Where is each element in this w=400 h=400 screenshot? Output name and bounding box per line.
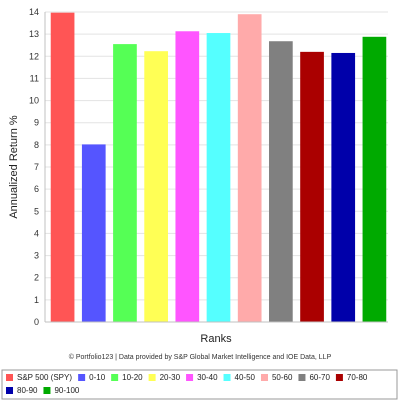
y-tick-label: 0 <box>34 317 39 327</box>
x-axis-title: Ranks <box>200 333 232 345</box>
y-tick-label: 5 <box>34 206 39 216</box>
legend-label: 30-40 <box>197 373 218 382</box>
bar <box>269 41 293 322</box>
legend-label: 10-20 <box>122 373 143 382</box>
y-tick-label: 6 <box>34 184 39 194</box>
legend-label: 50-60 <box>272 373 293 382</box>
bar <box>237 14 262 322</box>
y-axis-title: Annualized Return % <box>8 115 20 219</box>
legend-label: 80-90 <box>17 386 38 395</box>
legend-swatch <box>298 374 306 381</box>
y-tick-label: 1 <box>34 295 39 305</box>
legend-swatch <box>186 374 194 381</box>
y-tick-label: 7 <box>34 162 39 172</box>
y-tick-label: 11 <box>30 73 39 83</box>
y-tick-label: 10 <box>29 96 39 106</box>
legend-swatch <box>43 387 51 394</box>
y-tick-label: 14 <box>29 7 39 17</box>
legend: S&P 500 (SPY) 0-10 10-20 20-30 30-40 40-50 50-… <box>6 373 368 395</box>
y-tick-label: 4 <box>34 228 39 238</box>
legend-label: S&P 500 (SPY) <box>17 373 72 382</box>
legend-label: 90-100 <box>54 386 79 395</box>
legend-swatch <box>260 374 268 381</box>
y-tick-label: 12 <box>29 51 39 61</box>
y-tick-label: 13 <box>29 29 39 39</box>
bar <box>50 12 75 323</box>
legend-swatch <box>335 374 343 381</box>
bars <box>50 12 387 323</box>
credit-text: © Portfolio123 | Data provided by S&P Gl… <box>69 353 332 361</box>
y-tick-label: 2 <box>34 273 39 283</box>
bar <box>331 52 356 322</box>
legend-swatch <box>6 374 13 381</box>
bar <box>206 33 231 323</box>
legend-swatch <box>111 374 119 381</box>
bar <box>300 51 324 322</box>
legend-label: 70-80 <box>347 373 368 382</box>
y-tick-label: 3 <box>34 251 39 261</box>
legend-swatch <box>78 374 86 381</box>
bar <box>81 144 106 322</box>
legend-box <box>1 369 398 400</box>
bar <box>144 51 168 322</box>
bar <box>362 36 387 323</box>
legend-label: 0-10 <box>89 373 106 382</box>
legend-label: 40-50 <box>235 373 256 382</box>
bar <box>175 31 200 323</box>
y-tick-label: 9 <box>34 118 39 128</box>
legend-swatch <box>223 374 231 381</box>
legend-label: 60-70 <box>309 373 330 382</box>
legend-swatch <box>6 387 13 394</box>
bar <box>113 44 137 322</box>
y-tick-label: 8 <box>34 140 39 150</box>
legend-label: 20-30 <box>160 373 181 382</box>
legend-swatch <box>148 374 156 381</box>
